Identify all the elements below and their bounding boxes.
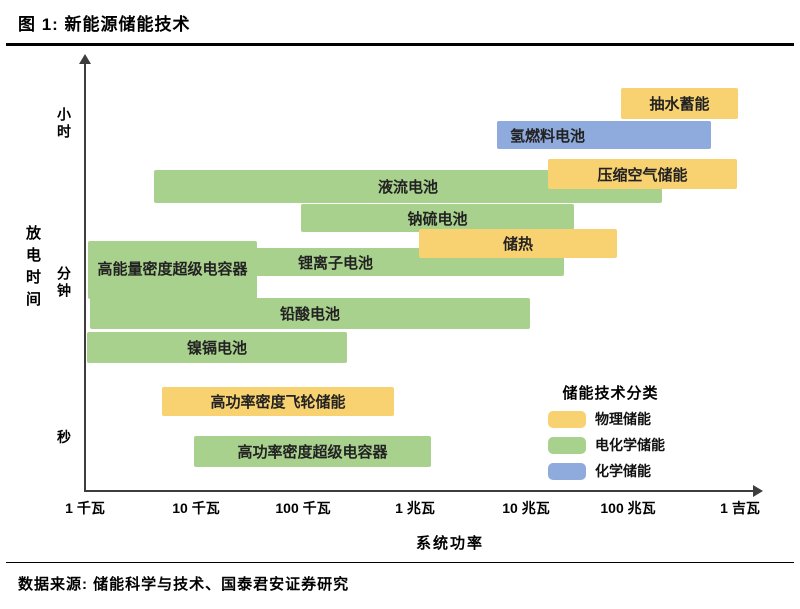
x-axis-line bbox=[84, 490, 756, 492]
x-axis-tick-label: 10 兆瓦 bbox=[502, 500, 550, 516]
bar-flywheel-storage: 高功率密度飞轮储能 bbox=[162, 387, 394, 416]
figure-title: 图 1: 新能源储能技术 bbox=[18, 15, 191, 34]
legend-swatch-icon bbox=[548, 410, 586, 428]
chart-area: 放电时间 系统功率 1 千瓦 10 千瓦 100 千瓦 1 兆瓦 10 兆瓦 100 兆瓦… bbox=[0, 46, 800, 558]
y-axis-arrowhead-icon bbox=[79, 54, 91, 64]
bar-sodium-sulfur-battery: 钠硫电池 bbox=[301, 204, 574, 232]
x-axis-tick-label: 1 兆瓦 bbox=[395, 500, 435, 516]
legend-entry-label: 电化学储能 bbox=[595, 437, 665, 453]
bar-compressed-air-storage: 压缩空气储能 bbox=[548, 159, 737, 189]
legend-swatch-icon bbox=[548, 436, 586, 454]
x-axis-tick-label: 100 兆瓦 bbox=[600, 500, 656, 516]
x-axis-tick-label: 1 千瓦 bbox=[65, 500, 105, 516]
legend: 储能技术分类物理储能电化学储能化学储能 bbox=[528, 382, 693, 487]
x-axis-tick-label: 10 千瓦 bbox=[172, 500, 220, 516]
bar-pumped-hydro-storage: 抽水蓄能 bbox=[621, 88, 738, 119]
bar-nickel-cadmium-battery: 镍镉电池 bbox=[87, 332, 347, 363]
figure-header: 图 1: 新能源储能技术 bbox=[6, 6, 794, 46]
x-axis-tick-label: 1 吉瓦 bbox=[720, 500, 760, 516]
legend-swatch-icon bbox=[548, 462, 586, 480]
x-axis-tick-label: 100 千瓦 bbox=[275, 500, 331, 516]
y-axis-tick-label: 小时 bbox=[56, 107, 72, 141]
legend-entry: 电化学储能 bbox=[548, 435, 693, 455]
figure-footer: 数据来源: 储能科学与技术、国泰君安证券研究 bbox=[6, 562, 794, 594]
legend-entry: 物理储能 bbox=[548, 409, 693, 429]
y-axis-tick-label: 分钟 bbox=[56, 266, 72, 300]
bar-thermal-storage: 储热 bbox=[419, 229, 617, 258]
x-axis-arrowhead-icon bbox=[753, 485, 763, 497]
bar-hydrogen-fuel-cell: 氢燃料电池 bbox=[497, 121, 711, 149]
legend-entry-label: 物理储能 bbox=[595, 411, 651, 427]
legend-entry-label: 化学储能 bbox=[595, 463, 651, 479]
y-axis-tick-label: 秒 bbox=[56, 429, 72, 447]
y-axis-title: 放电时间 bbox=[24, 225, 41, 313]
legend-title: 储能技术分类 bbox=[562, 385, 659, 402]
data-source-note: 数据来源: 储能科学与技术、国泰君安证券研究 bbox=[18, 576, 350, 593]
bar-lead-acid-battery: 铅酸电池 bbox=[90, 298, 530, 329]
y-axis-line bbox=[84, 63, 86, 491]
bar-high-energy-supercapacitor: 高能量密度超级电容器 bbox=[88, 241, 257, 299]
bar-high-power-supercapacitor: 高功率密度超级电容器 bbox=[194, 436, 431, 467]
legend-entry: 化学储能 bbox=[548, 461, 693, 481]
x-axis-title: 系统功率 bbox=[415, 535, 484, 552]
